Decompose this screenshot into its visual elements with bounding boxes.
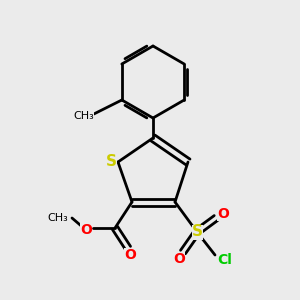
Text: O: O — [173, 252, 185, 266]
Text: S: S — [106, 154, 116, 169]
Text: O: O — [80, 223, 92, 237]
Text: O: O — [217, 207, 229, 221]
Text: CH₃: CH₃ — [74, 111, 94, 121]
Text: CH₃: CH₃ — [48, 213, 68, 223]
Text: S: S — [191, 224, 203, 239]
Text: O: O — [124, 248, 136, 262]
Text: Cl: Cl — [218, 253, 232, 267]
